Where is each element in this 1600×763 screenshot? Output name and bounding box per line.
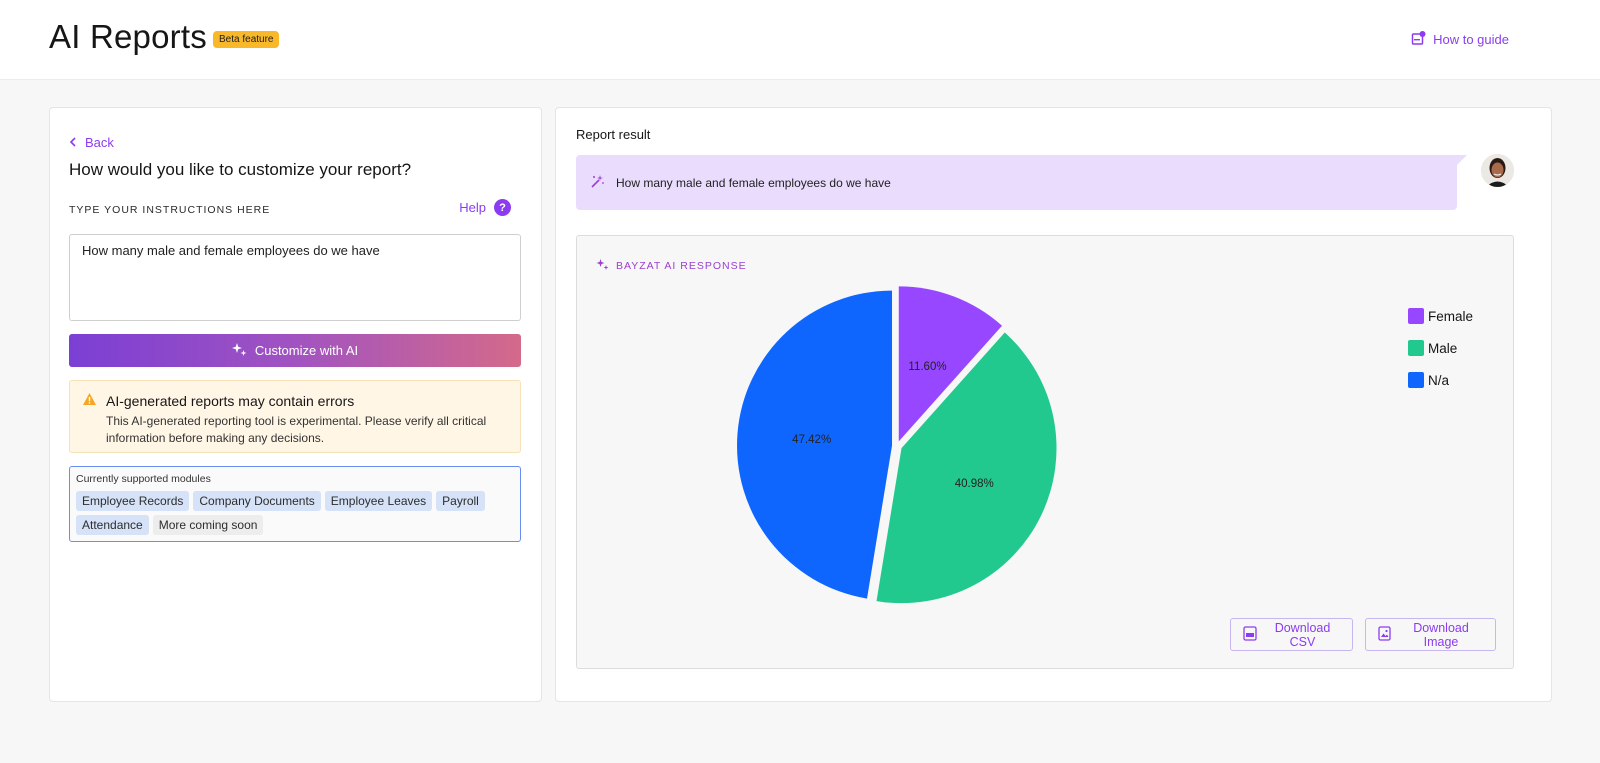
pie-chart: 11.60% 40.98% 47.42% xyxy=(737,286,1057,604)
pie-slice-female[interactable] xyxy=(898,286,1003,442)
warning-callout: AI-generated reports may contain errors … xyxy=(69,380,521,453)
magic-wand-icon xyxy=(590,174,605,192)
question-mark-icon: ? xyxy=(494,199,511,216)
warning-title: AI-generated reports may contain errors xyxy=(106,393,355,409)
legend-item-male[interactable]: Male xyxy=(1408,332,1473,364)
more-coming-chip: More coming soon xyxy=(152,515,264,535)
module-chip: Attendance xyxy=(76,515,149,535)
help-link[interactable]: Help ? xyxy=(459,199,511,216)
warning-text: This AI-generated reporting tool is expe… xyxy=(106,414,487,445)
download-image-button[interactable]: Download Image xyxy=(1365,618,1496,651)
pie-data-label: 40.98% xyxy=(955,478,994,490)
module-chips: Employee Records Company Documents Emplo… xyxy=(76,491,514,535)
instructions-input[interactable]: How many male and female employees do we… xyxy=(69,234,521,321)
customize-question: How would you like to customize your rep… xyxy=(69,160,412,179)
legend-label: Male xyxy=(1428,340,1458,356)
module-chip: Employee Records xyxy=(76,491,190,511)
legend-label: Female xyxy=(1428,308,1474,324)
legend-swatch xyxy=(1408,372,1424,388)
back-label: Back xyxy=(85,135,114,150)
legend-label: N/a xyxy=(1428,372,1450,388)
image-file-icon xyxy=(1378,625,1391,644)
avatar xyxy=(1481,154,1514,187)
pie-data-label: 11.60% xyxy=(908,361,946,373)
ai-response-card: 11.60% 40.98% 47.42% BAYZAT AI RESPONSE Fe… xyxy=(576,235,1514,669)
ai-response-label-row: BAYZAT AI RESPONSE xyxy=(596,258,747,274)
report-result-title: Report result xyxy=(576,127,651,142)
how-to-guide-link[interactable]: How to guide xyxy=(1411,30,1509,49)
bubble-tail xyxy=(1457,155,1467,165)
report-result-panel: Report result How many male and female e… xyxy=(555,107,1552,702)
top-bar: AI Reports Beta feature How to guide xyxy=(0,0,1600,80)
legend-swatch xyxy=(1408,340,1424,356)
beta-badge: Beta feature xyxy=(213,31,280,48)
page-title: AI Reports xyxy=(49,18,207,55)
help-label: Help xyxy=(459,200,486,215)
pie-slice-n-a[interactable] xyxy=(737,290,893,599)
module-chip: Payroll xyxy=(436,491,485,511)
download-image-label: Download Image xyxy=(1413,620,1469,649)
sparkles-icon xyxy=(231,342,247,360)
pie-data-label: 47.42% xyxy=(792,434,831,446)
prompt-text: How many male and female employees do we… xyxy=(616,175,891,190)
pie-slice-male[interactable] xyxy=(876,332,1057,604)
customize-with-ai-button[interactable]: Customize with AI xyxy=(69,334,521,367)
customize-panel: Back How would you like to customize you… xyxy=(49,107,542,702)
download-csv-label: Download CSV xyxy=(1274,620,1331,649)
warning-icon xyxy=(82,392,97,411)
module-chip: Company Documents xyxy=(193,491,321,511)
guide-label: How to guide xyxy=(1433,32,1509,47)
supported-modules: Currently supported modules Employee Rec… xyxy=(69,466,521,542)
download-csv-button[interactable]: Download CSV xyxy=(1230,618,1353,651)
legend-swatch xyxy=(1408,308,1424,324)
chevron-left-icon xyxy=(69,135,76,150)
module-chip: Employee Leaves xyxy=(324,491,433,511)
instructions-label: TYPE YOUR INSTRUCTIONS HERE xyxy=(69,204,271,216)
sparkles-icon xyxy=(596,258,609,274)
customize-label: Customize with AI xyxy=(254,343,359,358)
user-prompt-bubble: How many male and female employees do we… xyxy=(576,155,1457,210)
ai-response-label: BAYZAT AI RESPONSE xyxy=(616,260,747,272)
chart-legend: Female Male N/a xyxy=(1408,300,1473,396)
legend-item-na[interactable]: N/a xyxy=(1408,364,1473,396)
csv-file-icon xyxy=(1243,625,1257,644)
legend-item-female[interactable]: Female xyxy=(1408,300,1473,332)
modules-label: Currently supported modules xyxy=(76,473,211,485)
back-link[interactable]: Back xyxy=(69,135,114,150)
guide-icon xyxy=(1411,30,1427,49)
